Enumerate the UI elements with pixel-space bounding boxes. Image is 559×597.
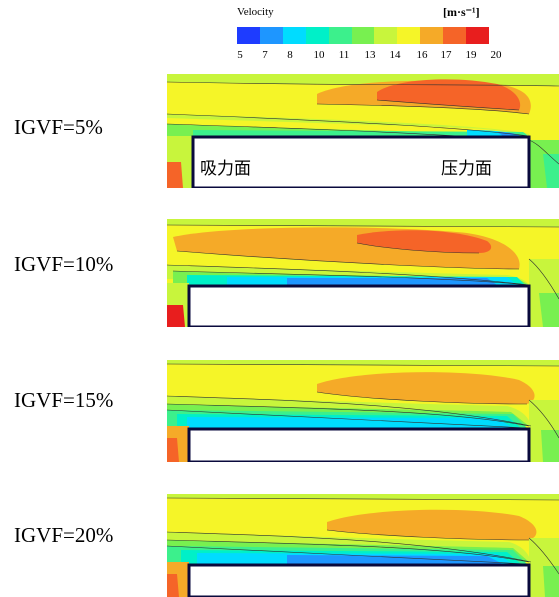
velocity-contour-plot — [167, 219, 559, 327]
legend-colorbar — [237, 27, 489, 44]
legend-tick: 10 — [313, 49, 325, 61]
contour-panel-igvf-20 — [167, 494, 559, 597]
legend-swatch — [237, 27, 260, 44]
velocity-legend: Velocity [m·s⁻¹] 5 7 8 10 11 13 14 16 17… — [0, 0, 559, 72]
legend-tick: 5 — [237, 49, 243, 61]
legend-swatch — [351, 27, 375, 44]
legend-tick: 13 — [364, 49, 376, 61]
contour-panel-igvf-15 — [167, 360, 559, 462]
legend-tick: 20 — [490, 49, 502, 61]
legend-swatch — [420, 27, 444, 44]
case-label-igvf-10: IGVF=10% — [14, 252, 114, 276]
legend-swatch — [397, 27, 421, 44]
legend-swatch — [282, 27, 306, 44]
velocity-contour-plot — [167, 494, 559, 597]
legend-swatch — [466, 27, 489, 44]
pressure-surface-label: 压力面 — [441, 159, 492, 179]
legend-tick: 17 — [440, 49, 452, 61]
velocity-contour-plot — [167, 74, 559, 188]
legend-tick: 16 — [416, 49, 428, 61]
case-label-igvf-5: IGVF=5% — [14, 115, 103, 139]
legend-title: Velocity — [237, 6, 274, 18]
legend-swatch — [374, 27, 398, 44]
suction-surface-label: 吸力面 — [200, 159, 251, 179]
legend-unit: [m·s⁻¹] — [443, 5, 480, 19]
velocity-contour-plot — [167, 360, 559, 462]
case-label-igvf-20: IGVF=20% — [14, 523, 114, 547]
contour-panel-igvf-10 — [167, 219, 559, 327]
legend-tick-labels: 5 7 8 10 11 13 14 16 17 19 20 — [0, 49, 559, 63]
legend-tick: 7 — [262, 49, 268, 61]
legend-swatch — [305, 27, 329, 44]
legend-tick: 11 — [338, 49, 350, 61]
legend-tick: 14 — [389, 49, 401, 61]
legend-tick: 8 — [287, 49, 293, 61]
case-label-igvf-15: IGVF=15% — [14, 388, 114, 412]
legend-swatch — [259, 27, 283, 44]
contour-panel-igvf-5: 吸力面 压力面 — [167, 74, 559, 188]
legend-tick: 19 — [465, 49, 477, 61]
legend-swatch — [443, 27, 467, 44]
legend-swatch — [328, 27, 352, 44]
